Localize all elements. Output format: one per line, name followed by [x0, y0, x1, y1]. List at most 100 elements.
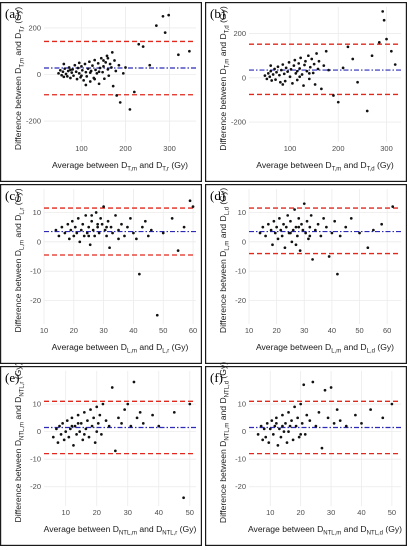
y-tick-label: 0: [37, 70, 41, 79]
data-point: [266, 222, 270, 226]
data-point: [304, 231, 308, 235]
data-point: [323, 388, 327, 392]
data-point: [275, 416, 278, 420]
data-point: [316, 222, 320, 226]
data-point: [338, 419, 342, 422]
data-point: [270, 79, 274, 82]
data-point: [161, 231, 165, 235]
data-point: [382, 18, 386, 22]
x-tick-label: 50: [355, 326, 363, 335]
data-point: [105, 225, 108, 229]
data-point: [177, 53, 180, 57]
data-point: [275, 421, 278, 425]
x-tick-label: 40: [357, 508, 365, 517]
data-point: [281, 63, 285, 66]
data-point: [67, 435, 71, 439]
y-tick-label: 10: [33, 208, 41, 217]
y-tick-label: -20: [30, 296, 41, 305]
x-tick-label: 300: [163, 144, 176, 153]
data-point: [149, 228, 153, 232]
data-point: [66, 75, 69, 78]
data-point: [90, 424, 94, 428]
x-axis-label: Average between DNTL,m and DNTL,d (Gy): [248, 524, 402, 537]
data-point: [66, 69, 70, 73]
x-tick-label: 10: [245, 326, 253, 335]
y-axis-label: Difference between DNTL,m and DNTL,r (Gy…: [13, 362, 26, 522]
y-axis-label: Difference between DL,m and DL,r (Gy): [13, 188, 26, 332]
data-point: [291, 228, 295, 232]
y-axis-label: Difference between DT,m and DT,d (Gy): [218, 6, 231, 151]
data-point: [76, 413, 80, 417]
x-tick-label: 50: [388, 508, 396, 517]
data-point: [308, 225, 312, 229]
data-point: [265, 77, 269, 81]
data-point: [58, 424, 61, 428]
data-point: [60, 225, 64, 229]
data-point: [99, 56, 103, 60]
data-point: [74, 70, 78, 74]
data-point: [311, 71, 315, 75]
data-point: [84, 83, 88, 87]
data-point: [107, 424, 111, 428]
data-point: [80, 68, 84, 72]
data-point: [330, 231, 334, 235]
data-point: [290, 240, 294, 244]
data-point: [269, 69, 273, 73]
data-point: [256, 433, 260, 436]
data-point: [138, 410, 142, 414]
data-point: [301, 228, 305, 232]
data-point: [57, 234, 61, 238]
data-point: [269, 228, 273, 232]
data-point: [391, 205, 395, 208]
data-point: [75, 231, 79, 235]
data-point: [93, 234, 97, 238]
data-point: [97, 82, 101, 86]
data-point: [72, 444, 75, 447]
data-point: [94, 68, 97, 72]
data-point: [96, 61, 100, 65]
data-point: [291, 82, 294, 85]
data-point: [259, 424, 263, 428]
data-point: [107, 74, 111, 78]
data-point: [111, 231, 114, 235]
data-point: [97, 231, 101, 235]
x-tick-label: 20: [272, 326, 280, 335]
data-point: [82, 78, 86, 82]
data-point: [281, 424, 284, 428]
data-point: [319, 234, 323, 238]
x-tick-label: 40: [129, 326, 137, 335]
data-point: [102, 59, 105, 62]
data-point: [91, 228, 95, 232]
data-point: [320, 446, 324, 450]
data-point: [110, 386, 114, 389]
data-point: [81, 222, 85, 226]
panel-tag: (f): [210, 370, 223, 385]
data-point: [76, 421, 80, 425]
y-axis-label: Difference between DNTL,m and DNTL,d (Gy…: [218, 362, 231, 523]
data-point: [63, 67, 67, 71]
data-point: [100, 433, 103, 436]
data-point: [105, 54, 109, 58]
data-point: [266, 72, 270, 75]
data-point: [307, 72, 311, 75]
data-point: [298, 67, 302, 70]
data-point: [82, 410, 86, 414]
data-point: [70, 219, 74, 223]
data-point: [172, 410, 176, 414]
data-point: [297, 62, 301, 65]
data-point: [73, 225, 77, 229]
data-point: [124, 66, 127, 69]
data-point: [261, 225, 265, 229]
data-point: [370, 54, 374, 58]
data-point: [351, 57, 355, 61]
data-point: [284, 66, 288, 70]
data-point: [138, 272, 141, 276]
data-point: [320, 87, 323, 91]
data-point: [377, 41, 381, 44]
data-point: [67, 237, 71, 241]
data-point: [349, 216, 353, 220]
data-point: [88, 71, 92, 74]
data-point: [290, 419, 293, 422]
